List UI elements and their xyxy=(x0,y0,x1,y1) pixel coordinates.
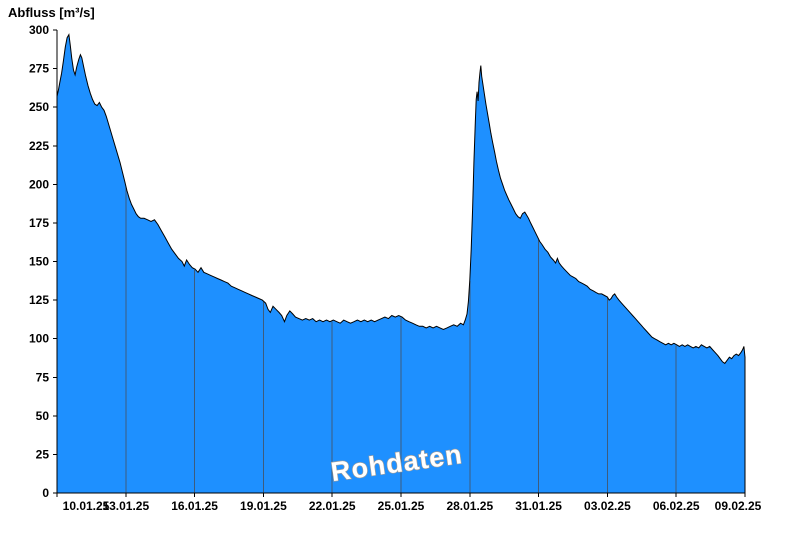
y-tick-label: 25 xyxy=(36,447,50,461)
y-tick-label: 250 xyxy=(29,100,49,114)
y-tick-label: 175 xyxy=(29,216,49,230)
y-tick-label: 225 xyxy=(29,139,49,153)
x-tick-label: 28.01.25 xyxy=(446,499,493,513)
y-tick-label: 275 xyxy=(29,62,49,76)
x-tick-label: 19.01.25 xyxy=(240,499,287,513)
y-tick-label: 75 xyxy=(36,370,50,384)
x-tick-label: 16.01.25 xyxy=(171,499,218,513)
x-tick-label: 03.02.25 xyxy=(584,499,631,513)
chart-title: Abfluss [m³/s] xyxy=(8,5,95,20)
y-tick-label: 200 xyxy=(29,177,49,191)
y-tick-label: 100 xyxy=(29,332,49,346)
x-tick-label: 13.01.25 xyxy=(102,499,149,513)
x-tick-label: 22.01.25 xyxy=(309,499,356,513)
discharge-area xyxy=(57,34,745,493)
y-tick-label: 150 xyxy=(29,255,49,269)
x-tick-label: 09.02.25 xyxy=(715,499,762,513)
discharge-line xyxy=(56,33,746,365)
x-tick-label: 31.01.25 xyxy=(515,499,562,513)
x-tick-label: 10.01.25 xyxy=(63,499,110,513)
y-tick-label: 50 xyxy=(36,409,50,423)
x-tick-label: 25.01.25 xyxy=(378,499,425,513)
y-tick-label: 300 xyxy=(29,23,49,37)
x-tick-label: 06.02.25 xyxy=(653,499,700,513)
y-tick-label: 0 xyxy=(42,486,49,500)
y-tick-label: 125 xyxy=(29,293,49,307)
